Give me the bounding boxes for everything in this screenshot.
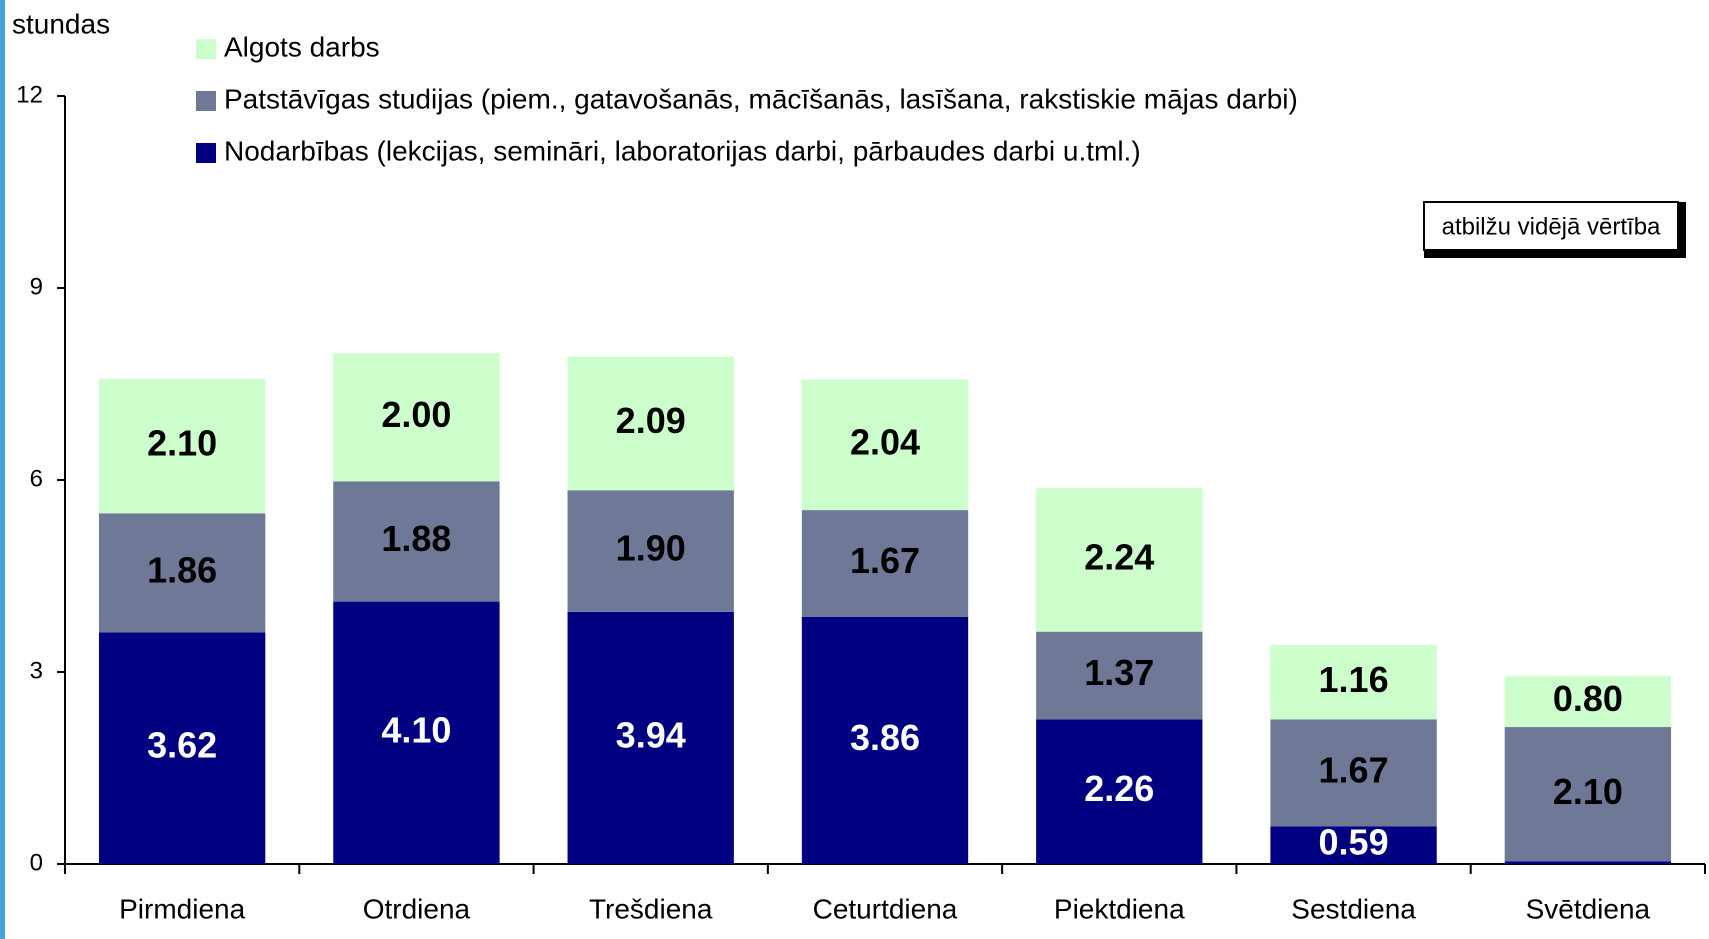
bar-segment [98, 632, 266, 864]
bar-segment [333, 353, 500, 482]
bar-segment [1504, 675, 1672, 728]
bar-segment [1036, 631, 1203, 720]
bar-segment [801, 379, 969, 511]
data-label: 1.88 [381, 518, 451, 559]
x-tick-label: Sestdiena [1291, 893, 1416, 924]
y-tick-label: 12 [16, 81, 43, 108]
bar-segment [333, 481, 500, 602]
y-tick-label: 6 [30, 465, 43, 492]
data-label: 2.10 [147, 423, 217, 464]
data-label: 1.67 [1319, 749, 1389, 790]
bar-segment [567, 611, 734, 864]
y-tick-label: 0 [30, 849, 43, 876]
bar-segment [98, 378, 266, 514]
data-label: 2.26 [1084, 768, 1154, 809]
bar-segment [98, 513, 266, 633]
data-label: 4.10 [381, 709, 451, 750]
bar-segment [1504, 727, 1672, 862]
data-label: 1.16 [1319, 659, 1389, 700]
data-label: 1.37 [1084, 652, 1154, 693]
data-label: 3.94 [616, 714, 686, 755]
bar-segment [801, 510, 969, 617]
data-label: 1.86 [147, 549, 217, 590]
data-label: 3.62 [147, 725, 217, 766]
data-label: 1.67 [850, 540, 920, 581]
x-tick-label: Pirmdiena [119, 893, 245, 924]
data-label: 2.04 [850, 421, 920, 462]
y-tick-label: 3 [30, 657, 43, 684]
x-tick-label: Piektdiena [1054, 893, 1185, 924]
data-label: 2.09 [616, 400, 686, 441]
data-label: 2.24 [1084, 537, 1154, 578]
legend-label: Nodarbības (lekcijas, semināri, laborato… [224, 135, 1141, 166]
x-tick-label: Ceturtdiena [813, 893, 958, 924]
y-axis-label: stundas [12, 8, 110, 39]
annotation-box [1423, 201, 1679, 251]
bar-segment [801, 616, 969, 864]
bar-segment [1504, 861, 1672, 864]
legend-label: Patstāvīgas studijas (piem., gatavošanās… [224, 83, 1298, 114]
x-tick-label: Svētdiena [1526, 893, 1651, 924]
edge-strip [0, 0, 5, 939]
bar-segment [1036, 488, 1203, 632]
y-tick-label: 9 [30, 273, 43, 300]
x-tick-label: Otrdiena [363, 893, 471, 924]
bar-segment [1270, 645, 1437, 720]
legend-label: Algots darbs [224, 31, 380, 62]
data-label: 0.59 [1319, 822, 1389, 863]
data-label: 2.10 [1553, 771, 1623, 812]
annotation: atbilžu vidējā vērtība [1442, 213, 1661, 240]
legend-swatch [196, 91, 216, 111]
data-label: 0.80 [1553, 678, 1623, 719]
legend-swatch [196, 143, 216, 163]
bar-segment [567, 490, 734, 612]
bar-segment [1270, 719, 1437, 827]
x-tick-label: Trešdiena [589, 893, 713, 924]
bar-segment [333, 601, 500, 864]
legend-swatch [196, 39, 216, 59]
data-label: 1.90 [616, 528, 686, 569]
bar-segment [567, 356, 734, 491]
data-label: 2.00 [381, 394, 451, 435]
bar-segment [1270, 826, 1437, 864]
data-label: 3.86 [850, 717, 920, 758]
bar-segment [1036, 719, 1203, 864]
